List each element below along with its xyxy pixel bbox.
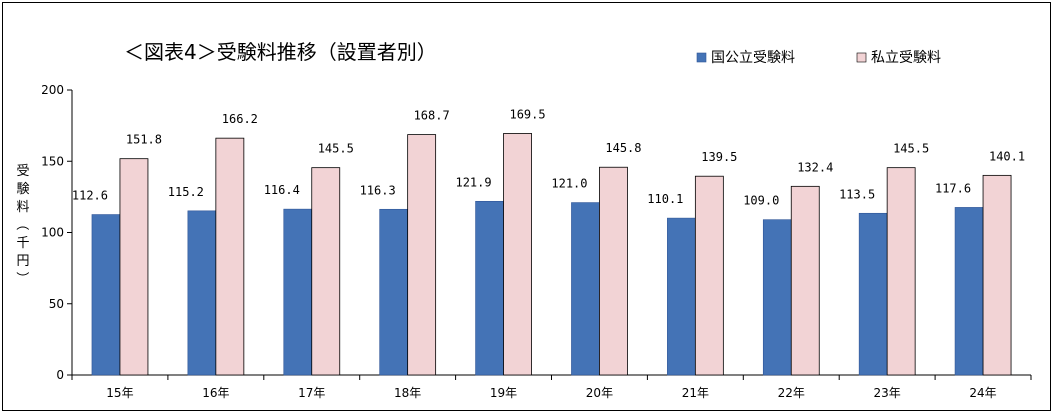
bar-public <box>91 214 121 376</box>
bar-private <box>886 167 916 376</box>
axes: 0 50 100 150 200 15年 16年 17年 18年 19年 20年 21年 22年 23年 2… <box>41 83 1032 400</box>
data-label: 112.6 <box>72 189 108 203</box>
data-label: 116.4 <box>264 183 300 197</box>
data-labels: 112.6 115.2 116.4 116.3 121.9 121.0 110.1 109.0… <box>72 107 1025 207</box>
bar-public <box>858 212 888 376</box>
data-label: 132.4 <box>797 160 833 174</box>
legend-swatch-private <box>856 52 867 63</box>
bar-private <box>119 158 149 376</box>
bar-private <box>215 137 245 376</box>
bar-public <box>571 202 600 376</box>
data-label: 121.0 <box>551 177 587 191</box>
bar-private <box>599 166 628 376</box>
data-label: 169.5 <box>509 107 545 121</box>
legend-swatch-public <box>696 52 707 63</box>
legend-label-public: 国公立受験料 <box>711 50 795 66</box>
x-tick-label: 20年 <box>586 386 613 400</box>
bar-public <box>954 207 984 376</box>
y-axis-label-char: 受 <box>16 164 29 179</box>
legend-label-private: 私立受験料 <box>871 50 941 66</box>
bar-chart: ＜図表4＞受験料推移（設置者別） 国公立受験料 私立受験料 受験料 （ 千円 ） 0 50… <box>14 40 1032 400</box>
data-label: 139.5 <box>701 150 737 164</box>
y-axis-label-char: （ <box>14 217 29 230</box>
bar-public <box>187 210 217 376</box>
chart-title: ＜図表4＞受験料推移（設置者別） <box>124 40 437 64</box>
bar-private <box>311 167 341 376</box>
data-label: 166.2 <box>222 112 258 126</box>
bar-public <box>667 217 696 376</box>
data-label: 115.2 <box>168 185 204 199</box>
data-label: 145.8 <box>605 141 641 155</box>
bar-public <box>379 208 408 376</box>
y-tick-label: 150 <box>41 154 64 168</box>
y-axis-label-char: 千 <box>16 236 29 251</box>
data-label: 145.5 <box>318 142 354 156</box>
x-tick-label: 23年 <box>874 386 901 400</box>
y-axis-label-char: 料 <box>16 200 29 215</box>
data-label: 109.0 <box>743 194 779 208</box>
y-tick-label: 0 <box>56 368 64 382</box>
data-label: 117.6 <box>935 181 971 195</box>
chart-frame: ＜図表4＞受験料推移（設置者別） 国公立受験料 私立受験料 受験料 （ 千円 ） 0 50… <box>2 2 1051 411</box>
bar-private <box>407 134 437 376</box>
y-tick-label: 50 <box>49 297 64 311</box>
y-axis-label: 受験料 （ 千円 ） <box>14 164 30 285</box>
x-tick-label: 16年 <box>202 386 229 400</box>
data-label: 116.3 <box>360 183 396 197</box>
y-tick-label: 200 <box>41 83 64 97</box>
x-tick-label: 21年 <box>682 386 709 400</box>
data-label: 121.9 <box>455 175 491 189</box>
bar-private <box>503 133 532 376</box>
legend: 国公立受験料 私立受験料 <box>696 50 941 66</box>
x-tick-label: 18年 <box>394 386 421 400</box>
bar-private <box>982 174 1012 376</box>
y-axis-label-char: ） <box>14 271 29 284</box>
x-tick-label: 24年 <box>969 386 996 400</box>
x-tick-label: 19年 <box>490 386 517 400</box>
bar-private <box>694 175 724 376</box>
y-axis-label-char: 験 <box>16 182 29 197</box>
y-tick-label: 100 <box>41 226 64 240</box>
data-label: 140.1 <box>989 149 1025 163</box>
x-tick-label: 15年 <box>106 386 133 400</box>
bar-public <box>762 219 792 376</box>
bar-public <box>283 208 313 376</box>
bar-private <box>790 185 820 376</box>
data-label: 168.7 <box>414 109 450 123</box>
data-label: 110.1 <box>647 192 683 206</box>
y-axis-label-char: 円 <box>16 254 29 269</box>
x-tick-label: 17年 <box>298 386 325 400</box>
bar-public <box>475 200 504 376</box>
data-label: 145.5 <box>893 142 929 156</box>
x-tick-label: 22年 <box>778 386 805 400</box>
data-label: 113.5 <box>839 187 875 201</box>
data-label: 151.8 <box>126 133 162 147</box>
bars <box>91 133 1012 376</box>
